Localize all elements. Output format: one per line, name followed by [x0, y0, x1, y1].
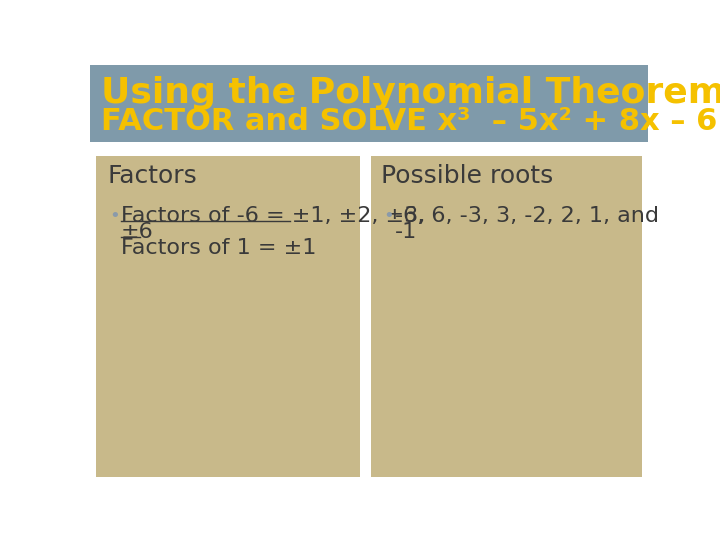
- Text: Factors of -6 = ±1, ±2, ±3,: Factors of -6 = ±1, ±2, ±3,: [121, 206, 426, 226]
- FancyBboxPatch shape: [90, 65, 648, 142]
- FancyBboxPatch shape: [96, 156, 360, 477]
- Text: FACTOR and SOLVE x³  – 5x² + 8x – 6 = 0: FACTOR and SOLVE x³ – 5x² + 8x – 6 = 0: [101, 107, 720, 136]
- Text: Factors of 1 = ±1: Factors of 1 = ±1: [121, 238, 316, 258]
- Text: Factors: Factors: [107, 164, 197, 188]
- Text: -6, 6, -3, 3, -2, 2, 1, and: -6, 6, -3, 3, -2, 2, 1, and: [395, 206, 660, 226]
- Text: Possible roots: Possible roots: [382, 164, 554, 188]
- FancyBboxPatch shape: [90, 142, 648, 156]
- Text: ±6: ±6: [121, 222, 154, 242]
- Text: •: •: [109, 207, 120, 225]
- FancyBboxPatch shape: [371, 156, 642, 477]
- Text: Using the Polynomial Theorems: Using the Polynomial Theorems: [101, 76, 720, 110]
- Text: -1: -1: [395, 222, 418, 242]
- Text: •: •: [384, 207, 395, 225]
